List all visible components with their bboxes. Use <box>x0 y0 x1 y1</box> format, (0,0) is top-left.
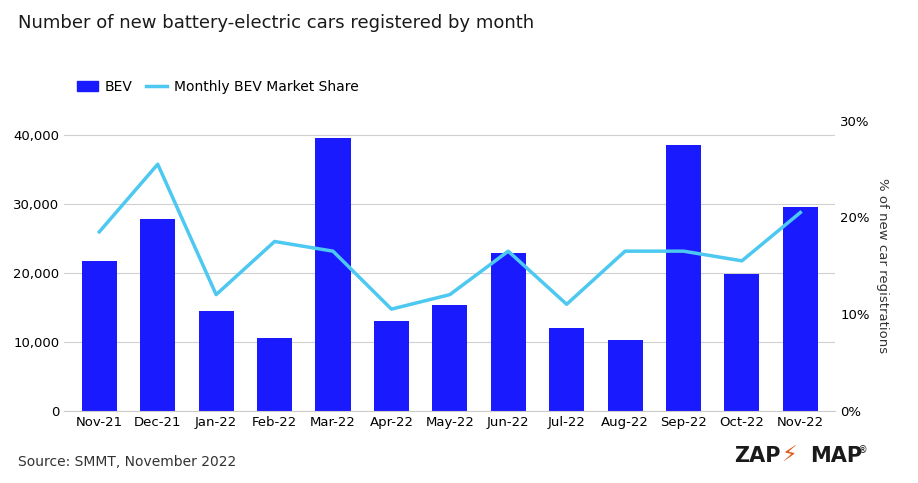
Bar <box>491 253 526 411</box>
Text: MAP: MAP <box>811 446 863 466</box>
Y-axis label: % of new car registrations: % of new car registrations <box>876 178 890 353</box>
Bar <box>549 328 584 411</box>
Text: ⚡: ⚡ <box>781 446 797 466</box>
Bar <box>316 138 351 411</box>
Bar <box>783 207 818 411</box>
Bar <box>666 145 701 411</box>
Text: ZAP: ZAP <box>734 446 781 466</box>
Bar <box>374 321 409 411</box>
Bar <box>724 274 759 411</box>
Text: ®: ® <box>857 445 868 455</box>
Text: Number of new battery-electric cars registered by month: Number of new battery-electric cars regi… <box>18 14 534 32</box>
Legend: BEV, Monthly BEV Market Share: BEV, Monthly BEV Market Share <box>72 74 364 99</box>
Bar <box>82 261 117 411</box>
Bar <box>608 340 643 411</box>
Text: Source: SMMT, November 2022: Source: SMMT, November 2022 <box>18 455 237 469</box>
Bar <box>432 305 467 411</box>
Bar <box>257 338 292 411</box>
Bar <box>140 219 175 411</box>
Bar <box>198 311 234 411</box>
